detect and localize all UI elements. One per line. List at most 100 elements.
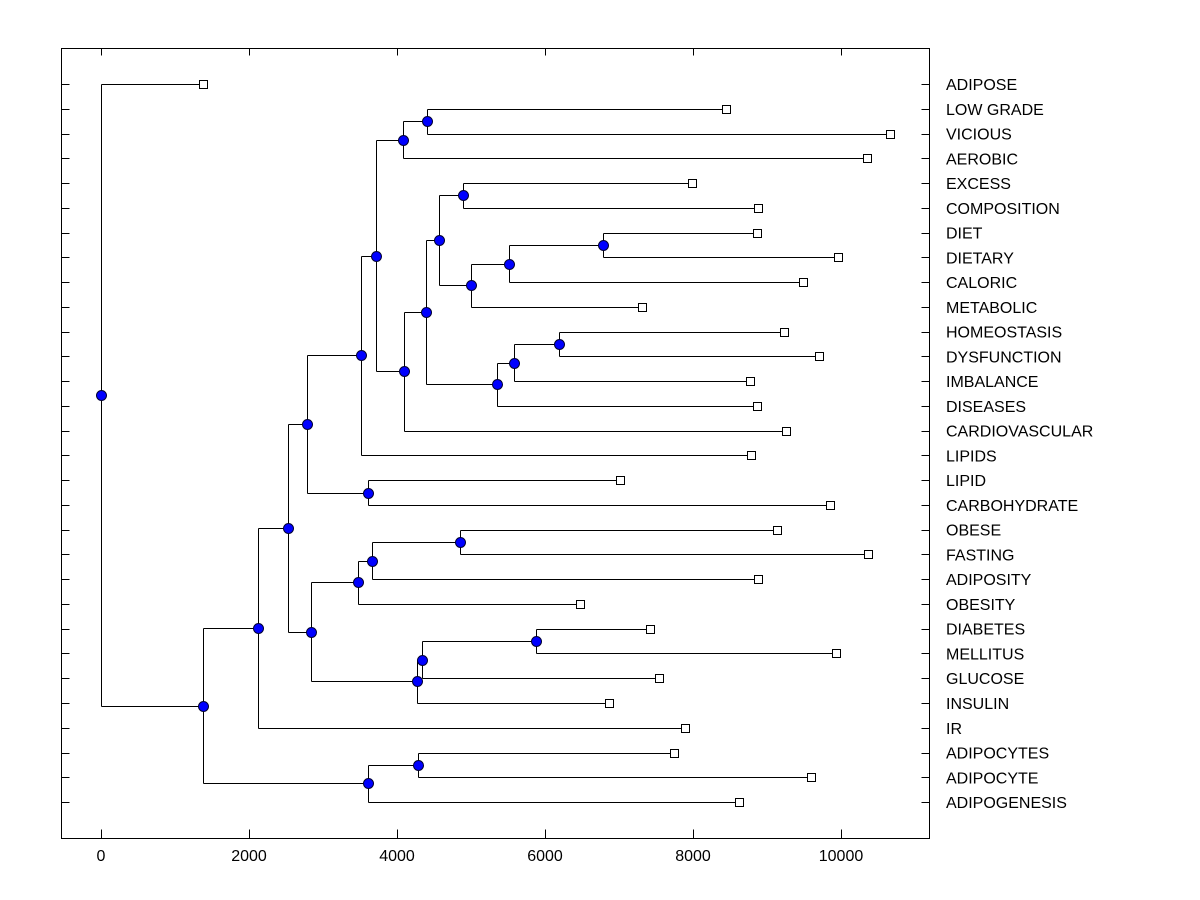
leaf-label: DYSFUNCTION: [946, 349, 1062, 366]
merge-node-marker: [363, 488, 374, 499]
leaf-marker: [807, 773, 816, 782]
merge-node-marker: [399, 366, 410, 377]
x-tick-label: 2000: [231, 848, 267, 865]
leaf-marker: [670, 749, 679, 758]
leaf-marker: [753, 229, 762, 238]
merge-node-marker: [198, 701, 209, 712]
merge-node-marker: [458, 190, 469, 201]
merge-node-marker: [492, 379, 503, 390]
leaf-label: CARBOHYDRATE: [946, 498, 1078, 515]
x-tick-label: 10000: [819, 848, 864, 865]
leaf-label: CALORIC: [946, 275, 1017, 292]
leaf-marker: [799, 278, 808, 287]
leaf-label: AEROBIC: [946, 151, 1018, 168]
branches: [101, 84, 891, 803]
leaf-marker: [722, 105, 731, 114]
plot-frame: [61, 48, 930, 839]
x-tick-label: 6000: [527, 848, 563, 865]
x-tick-label: 8000: [675, 848, 711, 865]
leaf-label: OBESE: [946, 523, 1001, 540]
leaf-label: ADIPOCYTES: [946, 746, 1049, 763]
leaf-label: DIET: [946, 226, 983, 243]
merge-node-marker: [302, 419, 313, 430]
leaf-marker: [863, 154, 872, 163]
merge-node-marker: [554, 339, 565, 350]
leaf-label: EXCESS: [946, 176, 1011, 193]
leaf-marker: [886, 130, 895, 139]
leaf-marker: [773, 526, 782, 535]
leaf-label: MELLITUS: [946, 646, 1024, 663]
leaf-marker: [681, 724, 690, 733]
leaf-marker: [780, 328, 789, 337]
leaf-marker: [782, 427, 791, 436]
leaf-marker: [815, 352, 824, 361]
x-tick-label: 4000: [379, 848, 415, 865]
leaf-label: COMPOSITION: [946, 201, 1060, 218]
merge-node-marker: [356, 350, 367, 361]
leaf-label: ADIPOCYTE: [946, 770, 1038, 787]
merge-node-marker: [531, 636, 542, 647]
leaf-marker: [616, 476, 625, 485]
leaf-label: CARDIOVASCULAR: [946, 424, 1093, 441]
merge-node-marker: [598, 240, 609, 251]
leaf-label: ADIPOGENESIS: [946, 795, 1067, 812]
merge-node-marker: [455, 537, 466, 548]
leaf-label: LIPID: [946, 473, 986, 490]
leaf-marker: [747, 451, 756, 460]
leaf-label: IR: [946, 721, 962, 738]
merge-node-marker: [96, 390, 107, 401]
leaf-label: DIABETES: [946, 622, 1025, 639]
merge-node-marker: [398, 135, 409, 146]
leaf-label: LIPIDS: [946, 448, 997, 465]
node-markers: [96, 116, 609, 789]
leaf-marker: [832, 649, 841, 658]
leaf-marker: [638, 303, 647, 312]
leaf-marker: [746, 377, 755, 386]
merge-node-marker: [504, 259, 515, 270]
merge-node-marker: [413, 760, 424, 771]
leaf-marker: [834, 253, 843, 262]
merge-node-marker: [417, 655, 428, 666]
merge-node-marker: [466, 280, 477, 291]
merge-node-marker: [367, 556, 378, 567]
leaf-label: LOW GRADE: [946, 102, 1044, 119]
leaf-marker: [864, 550, 873, 559]
x-tick-label: 0: [97, 848, 106, 865]
leaf-label: ADIPOSE: [946, 77, 1017, 94]
merge-node-marker: [422, 116, 433, 127]
leaf-marker: [646, 625, 655, 634]
leaf-label: VICIOUS: [946, 127, 1012, 144]
leaf-label: DIETARY: [946, 250, 1014, 267]
leaf-marker: [655, 674, 664, 683]
leaf-label: DISEASES: [946, 399, 1026, 416]
leaf-marker: [826, 501, 835, 510]
merge-node-marker: [434, 235, 445, 246]
leaf-label: IMBALANCE: [946, 374, 1038, 391]
leaf-marker: [199, 80, 208, 89]
merge-node-marker: [371, 251, 382, 262]
merge-node-marker: [421, 307, 432, 318]
x-axis-tick-labels: 0 2000 4000 6000 8000 10000: [97, 848, 864, 865]
leaf-label: ADIPOSITY: [946, 572, 1032, 589]
leaf-marker: [754, 575, 763, 584]
leaf-marker: [688, 179, 697, 188]
leaf-marker: [754, 204, 763, 213]
leaf-label: GLUCOSE: [946, 671, 1024, 688]
leaf-label: FASTING: [946, 547, 1014, 564]
merge-node-marker: [353, 577, 364, 588]
axis-ticks: [61, 48, 930, 839]
leaf-marker: [576, 600, 585, 609]
leaf-label: HOMEOSTASIS: [946, 325, 1062, 342]
merge-node-marker: [363, 778, 374, 789]
leaf-label: OBESITY: [946, 597, 1016, 614]
merge-node-marker: [253, 623, 264, 634]
leaf-marker: [605, 699, 614, 708]
leaf-label: INSULIN: [946, 696, 1009, 713]
leaf-markers: [199, 80, 895, 807]
merge-node-marker: [509, 358, 520, 369]
leaf-labels: ADIPOSE LOW GRADE VICIOUS AEROBIC EXCESS COMP…: [946, 77, 1093, 812]
merge-node-marker: [412, 676, 423, 687]
merge-node-marker: [306, 627, 317, 638]
leaf-marker: [735, 798, 744, 807]
